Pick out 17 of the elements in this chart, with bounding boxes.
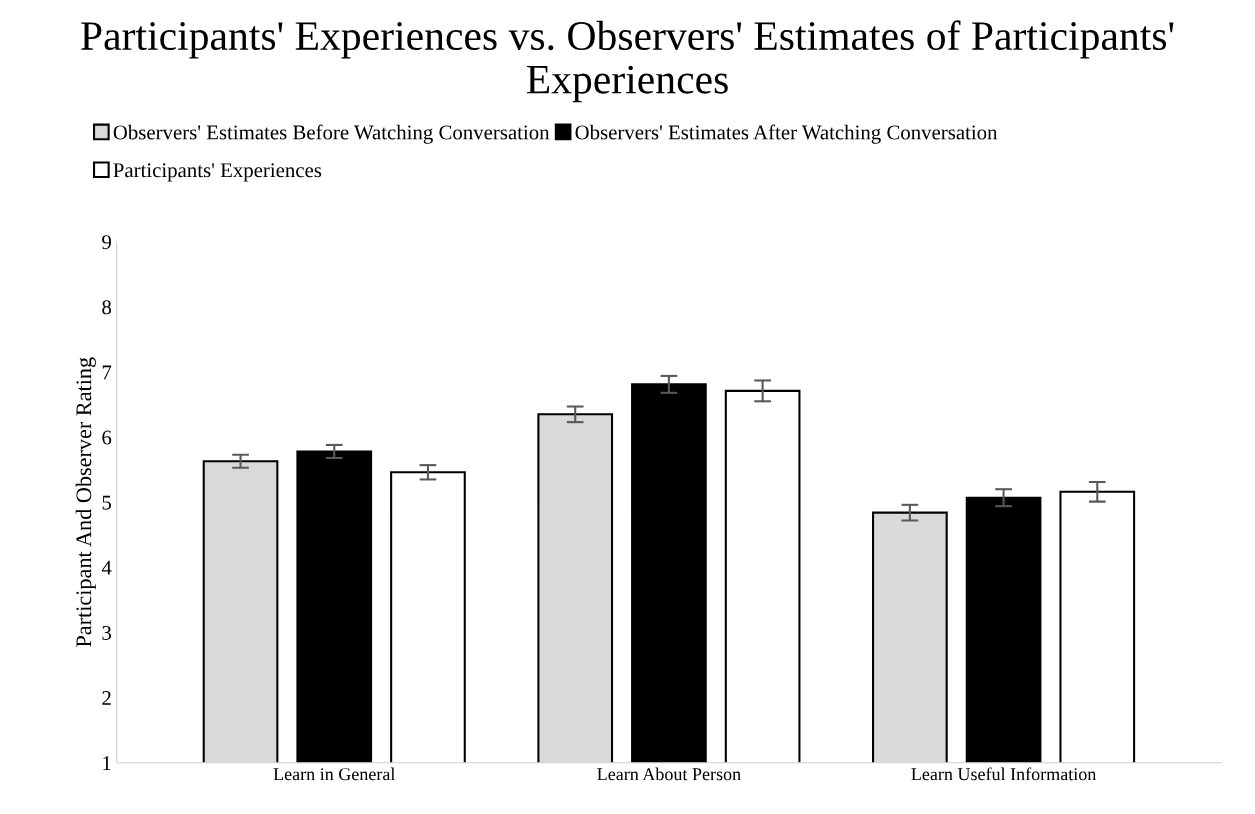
y-tick-label: 5: [102, 495, 112, 510]
y-tick-label: 9: [102, 235, 111, 250]
y-tick-label: 4: [101, 560, 112, 575]
y-tick-label: 8: [102, 300, 112, 315]
y-tick-label: 6: [102, 430, 112, 445]
y-axis-title: Participant And Observer Rating: [75, 357, 96, 647]
legend-label: Participants' Experiences: [113, 163, 322, 182]
x-tick-label: Learn About Person: [597, 767, 741, 781]
legend-label: Observers' Estimates After Watching Conversation: [575, 124, 998, 144]
y-tick-label: 1: [103, 756, 111, 770]
chart-title: Participants' Experiences vs. Observers' Estimates of Participants' Experiences: [81, 20, 1174, 103]
y-tick-label: 3: [102, 625, 112, 640]
x-tick-label: Learn Useful Information: [911, 767, 1097, 781]
x-tick-label: Learn in General: [273, 767, 396, 781]
y-tick-label: 7: [102, 365, 112, 380]
legend-label: Observers' Estimates Before Watching Conversation: [113, 124, 550, 144]
y-tick-label: 2: [102, 691, 111, 705]
